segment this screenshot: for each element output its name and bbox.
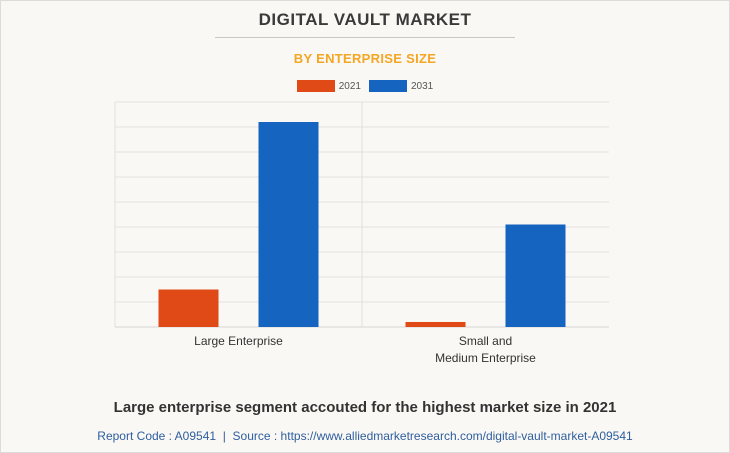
legend-item-2021: 2021 xyxy=(296,80,361,92)
source-separator: | xyxy=(222,429,226,443)
x-tick-label: Small and xyxy=(459,334,512,348)
chart-title: DIGITAL VAULT MARKET xyxy=(258,10,472,29)
title-divider xyxy=(215,37,515,38)
bar-2021-sme xyxy=(405,322,466,327)
legend-label-2031: 2031 xyxy=(411,80,434,92)
legend-label-2021: 2021 xyxy=(338,80,361,92)
source-url[interactable]: Source : https://www.alliedmarketresearc… xyxy=(232,429,633,443)
bar-2031-sme xyxy=(505,224,566,327)
legend-item-2031: 2031 xyxy=(369,80,433,92)
chart-footnote: Large enterprise segment accouted for th… xyxy=(113,399,617,416)
x-tick-label: Medium Enterprise xyxy=(435,351,536,365)
chart-legend: 2021 2031 xyxy=(0,80,730,92)
chart-subtitle: BY ENTERPRISE SIZE xyxy=(293,51,437,66)
bar-2031-large-enterprise xyxy=(258,122,319,327)
legend-swatch-2021 xyxy=(296,80,335,92)
report-code: Report Code : A09541 xyxy=(97,429,217,443)
x-tick-label: Large Enterprise xyxy=(194,334,283,348)
legend-swatch-2031 xyxy=(369,80,407,92)
source-line: Report Code : A09541 | Source : https://… xyxy=(0,429,730,443)
bar-2021-large-enterprise xyxy=(158,289,219,327)
